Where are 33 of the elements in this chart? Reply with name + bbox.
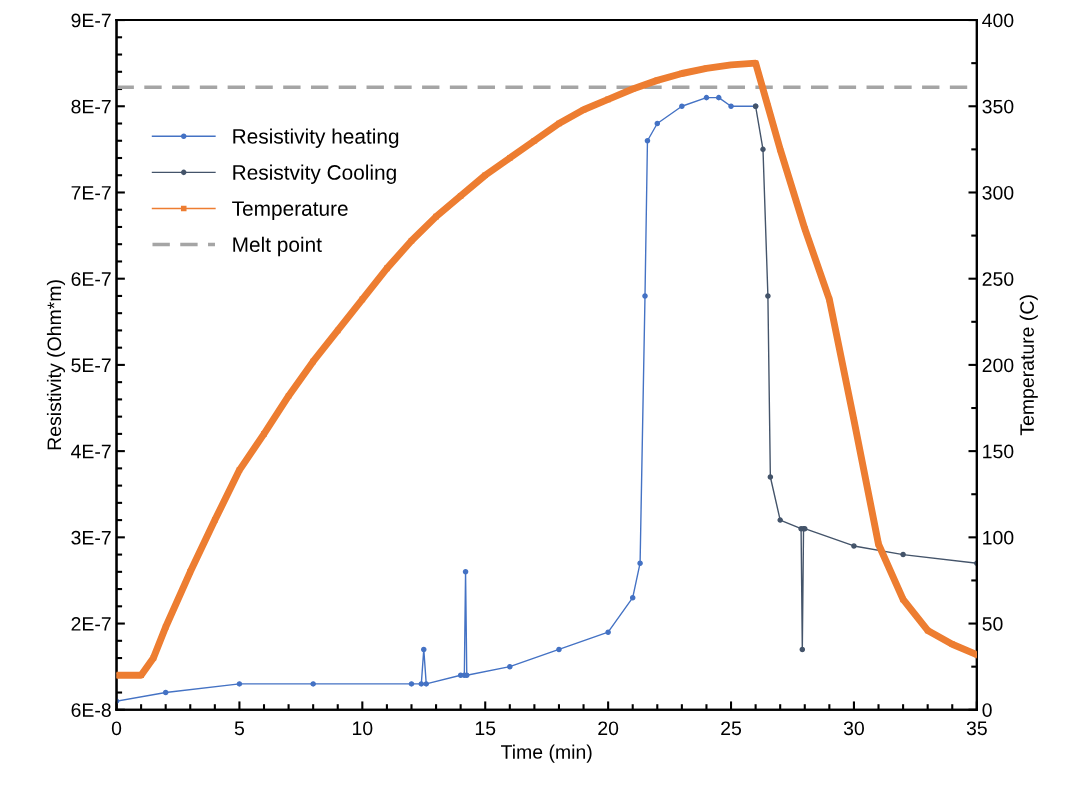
y-tick-label: 9E-7 (71, 13, 111, 28)
y-tick-label: 3E-7 (71, 530, 111, 545)
x-tick-label: 35 (966, 721, 987, 736)
y-tick-label: 6E-8 (71, 703, 111, 718)
y2-tick-label: 250 (982, 272, 1014, 286)
y2-axis-title: Temperature (C) (1019, 295, 1038, 436)
x-tick-label: 15 (475, 721, 496, 736)
y-tick-label: 5E-7 (71, 358, 111, 373)
x-axis-title: Time (min) (501, 744, 592, 763)
y2-tick-label: 200 (982, 358, 1014, 373)
y2-tick-label: 100 (983, 530, 1014, 545)
y-tick-label: 8E-7 (71, 99, 111, 114)
y-tick-label: 2E-7 (71, 617, 111, 631)
x-tick-label: 25 (721, 721, 742, 736)
legend-label: Resistivity heating (233, 128, 399, 148)
y2-tick-label: 300 (982, 185, 1014, 200)
x-tick-label: 10 (353, 721, 373, 736)
x-tick-label: 20 (598, 721, 619, 736)
x-tick-label: 0 (111, 721, 122, 736)
legend-label: Melt point (233, 236, 322, 257)
y-tick-label: 6E-7 (71, 272, 111, 286)
y-tick-label: 4E-7 (71, 444, 111, 459)
y-axis-title: Resistivity (Ohm*m) (46, 280, 66, 450)
y2-tick-label: 350 (982, 99, 1014, 114)
x-tick-label: 5 (234, 721, 245, 736)
legend-label: Resistvity Cooling (233, 164, 396, 184)
y-tick-label: 7E-7 (71, 186, 111, 200)
y2-tick-label: 50 (982, 617, 1003, 631)
y2-tick-label: 150 (983, 444, 1014, 459)
y2-tick-label: 400 (982, 13, 1014, 28)
x-tick-label: 30 (843, 721, 864, 736)
y2-tick-label: 0 (982, 703, 992, 718)
legend-label: Temperature (232, 201, 348, 221)
